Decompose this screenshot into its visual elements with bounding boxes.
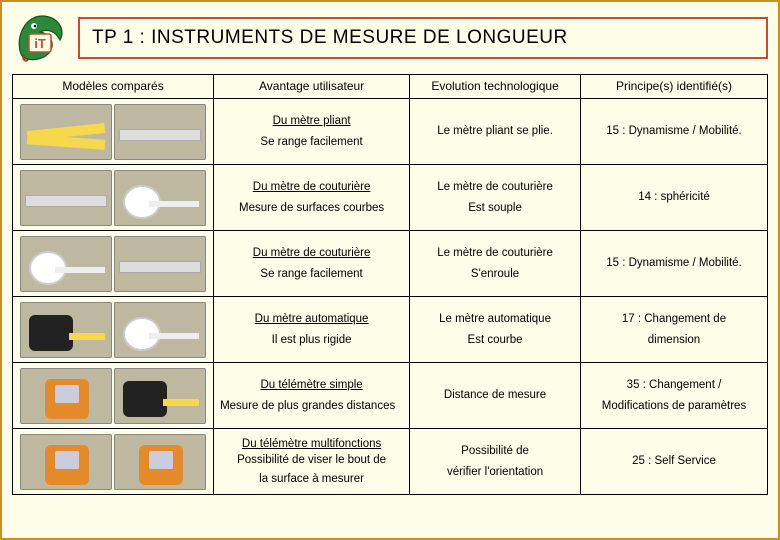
models-cell — [13, 231, 214, 297]
advantage-cell: Du mètre automatique Il est plus rigide — [214, 297, 410, 363]
col-models-header: Modèles comparés — [13, 75, 214, 99]
principle-cell: 14 : sphéricité — [580, 165, 767, 231]
thumb-icon — [20, 236, 112, 292]
col-principle-header: Principe(s) identifié(s) — [580, 75, 767, 99]
col-advantage-header: Avantage utilisateur — [214, 75, 410, 99]
evolution-cell: Distance de mesure — [410, 363, 581, 429]
comparison-table: Modèles comparés Avantage utilisateur Ev… — [12, 74, 768, 495]
advantage-cell: Du mètre de couturière Se range facileme… — [214, 231, 410, 297]
thumb-icon — [20, 434, 112, 490]
thumb-icon — [20, 170, 112, 226]
advantage-cell: Du télémètre simple Mesure de plus grand… — [214, 363, 410, 429]
principle-cell: 35 : Changement /Modifications de paramè… — [580, 363, 767, 429]
advantage-cell: Du mètre pliant Se range facilement — [214, 99, 410, 165]
evolution-cell: Le mètre pliant se plie. — [410, 99, 581, 165]
principle-cell: 25 : Self Service — [580, 429, 767, 495]
col-evolution-header: Evolution technologique — [410, 75, 581, 99]
brand-logo: iT — [12, 10, 68, 66]
thumb-icon — [114, 104, 206, 160]
evolution-cell: Le mètre automatiqueEst courbe — [410, 297, 581, 363]
advantage-cell: Du mètre de couturière Mesure de surface… — [214, 165, 410, 231]
thumb-icon — [114, 368, 206, 424]
principle-cell: 17 : Changement dedimension — [580, 297, 767, 363]
evolution-cell: Le mètre de couturièreS'enroule — [410, 231, 581, 297]
principle-cell: 15 : Dynamisme / Mobilité. — [580, 99, 767, 165]
thumb-icon — [20, 302, 112, 358]
advantage-cell: Du télémètre multifonctions Possibilité … — [214, 429, 410, 495]
models-cell — [13, 297, 214, 363]
page-title: TP 1 : INSTRUMENTS DE MESURE DE LONGUEUR — [78, 17, 768, 59]
svg-text:iT: iT — [34, 36, 46, 51]
thumb-icon — [114, 170, 206, 226]
thumb-icon — [20, 368, 112, 424]
principle-cell: 15 : Dynamisme / Mobilité. — [580, 231, 767, 297]
thumb-icon — [114, 302, 206, 358]
thumb-icon — [114, 236, 206, 292]
models-cell — [13, 165, 214, 231]
models-cell — [13, 363, 214, 429]
evolution-cell: Le mètre de couturièreEst souple — [410, 165, 581, 231]
thumb-icon — [20, 104, 112, 160]
models-cell — [13, 99, 214, 165]
models-cell — [13, 429, 214, 495]
thumb-icon — [114, 434, 206, 490]
evolution-cell: Possibilité devérifier l'orientation — [410, 429, 581, 495]
